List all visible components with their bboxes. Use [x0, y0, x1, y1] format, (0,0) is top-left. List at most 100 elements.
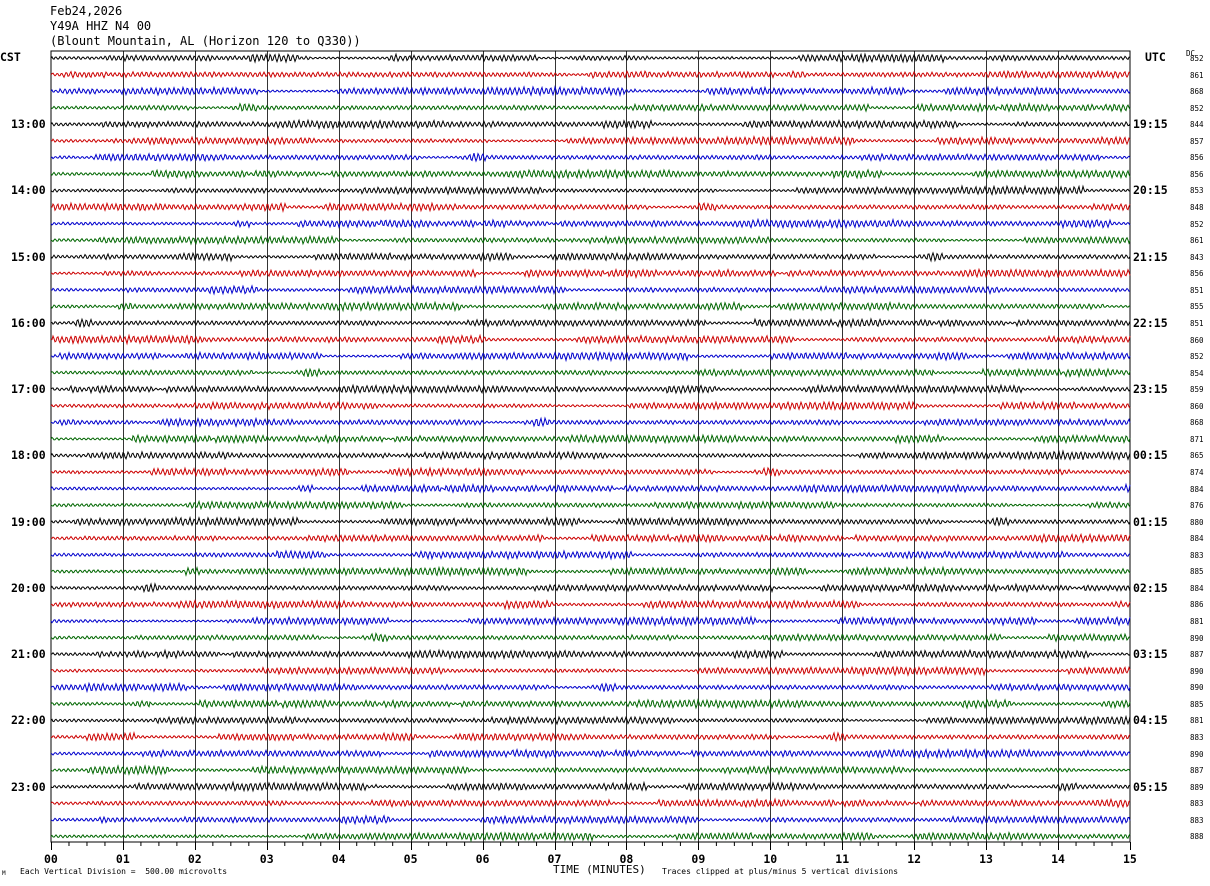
- dc-offset-label: 881: [1190, 716, 1204, 726]
- dc-offset-label: 852: [1190, 352, 1204, 362]
- seismic-trace: [50, 300, 1131, 313]
- dc-offset-label: 890: [1190, 633, 1204, 643]
- left-hour-label: 22:00: [11, 713, 46, 728]
- left-hour-label: 21:00: [11, 647, 46, 662]
- dc-offset-label: 855: [1190, 302, 1204, 312]
- seismic-trace: [50, 367, 1131, 379]
- seismic-trace: [50, 814, 1131, 826]
- dc-offset-label: 860: [1190, 401, 1204, 411]
- seismic-trace: [50, 416, 1131, 428]
- right-hour-label: 00:15: [1133, 448, 1168, 463]
- left-timezone-label: CST: [0, 50, 21, 64]
- dc-offset-label: 881: [1190, 617, 1204, 627]
- left-hour-label: 17:00: [11, 382, 46, 397]
- x-tick-label: 04: [331, 852, 346, 866]
- seismic-trace: [51, 350, 1131, 363]
- dc-offset-label: 889: [1190, 782, 1204, 792]
- dc-offset-label: 874: [1190, 468, 1204, 477]
- dc-offset-label: 857: [1190, 136, 1204, 146]
- x-tick-label: 14: [1051, 852, 1065, 866]
- left-hour-label: 19:00: [11, 514, 46, 529]
- dc-offset-label: 884: [1190, 484, 1204, 494]
- seismic-trace: [50, 565, 1131, 578]
- seismic-trace: [50, 731, 1131, 743]
- dc-offset-label: 843: [1190, 252, 1204, 262]
- right-hour-label: 20:15: [1133, 183, 1168, 198]
- seismic-trace: [50, 284, 1131, 296]
- dc-offset-label: 880: [1190, 517, 1204, 527]
- dc-offset-label: 856: [1190, 269, 1204, 279]
- dc-offset-label: 852: [1190, 54, 1204, 63]
- seismic-trace: [50, 780, 1131, 793]
- seismic-trace: [50, 681, 1131, 694]
- dc-offset-label: 861: [1190, 236, 1204, 246]
- seismic-trace: [50, 515, 1131, 528]
- right-hour-label: 21:15: [1133, 249, 1168, 264]
- scale-note: Each Vertical Division = 500.00 microvol…: [20, 867, 228, 876]
- seismic-trace: [50, 797, 1131, 809]
- left-hour-label: 13:00: [11, 117, 46, 132]
- dc-offset-label: 848: [1190, 203, 1204, 213]
- seismic-trace: [50, 400, 1131, 412]
- seismic-trace: [50, 152, 1131, 163]
- station-id: Y49A HHZ N4 00: [50, 19, 152, 33]
- dc-offset-label: 851: [1190, 318, 1204, 328]
- x-tick-label: 10: [763, 852, 778, 866]
- dc-offset-label: 886: [1190, 600, 1204, 610]
- dc-offset-label: 859: [1190, 385, 1204, 395]
- seismic-trace: [50, 532, 1131, 544]
- left-hour-label: 18:00: [11, 448, 46, 463]
- seismic-trace: [50, 69, 1131, 80]
- right-hour-label: 23:15: [1133, 382, 1168, 397]
- seismic-trace: [50, 317, 1131, 329]
- x-tick-label: 01: [115, 852, 130, 866]
- seismic-trace: [50, 698, 1131, 710]
- x-tick-label: 08: [619, 852, 634, 866]
- dc-offset-label: 887: [1190, 650, 1204, 660]
- dc-offset-label: 852: [1190, 103, 1204, 113]
- dc-offset-label: 887: [1190, 766, 1204, 776]
- plot-frame: [50, 50, 1131, 843]
- x-tick-label: 03: [259, 852, 274, 866]
- x-tick-label: 09: [691, 852, 706, 866]
- clip-note: Traces clipped at plus/minus 5 vertical …: [662, 867, 899, 876]
- x-tick-label: 02: [187, 852, 202, 866]
- left-hour-label: 20:00: [11, 580, 46, 595]
- seismic-trace: [50, 184, 1131, 196]
- x-tick-label: 13: [979, 852, 993, 866]
- dc-offset-label: 856: [1190, 169, 1204, 179]
- dc-offset-label: 883: [1190, 815, 1204, 825]
- seismic-trace: [50, 631, 1131, 643]
- right-hour-label: 05:15: [1133, 779, 1168, 794]
- seismic-trace: [50, 449, 1131, 461]
- seismic-trace: [50, 831, 1131, 843]
- dc-offset-label: 885: [1190, 699, 1204, 709]
- seismic-trace: [50, 615, 1131, 628]
- dc-header-label: DC: [1186, 49, 1196, 58]
- seismic-trace: [50, 714, 1131, 726]
- right-hour-label: 19:15: [1133, 117, 1168, 132]
- dc-offset-label: 890: [1190, 666, 1204, 676]
- seismic-trace: [50, 499, 1131, 511]
- right-timezone-label: UTC: [1145, 50, 1166, 64]
- seismic-trace: [50, 52, 1131, 64]
- dc-offset-label: 868: [1190, 87, 1204, 97]
- dc-offset-label: 876: [1190, 501, 1204, 511]
- dc-offset-label: 884: [1190, 583, 1204, 593]
- x-tick-label: 07: [547, 852, 562, 866]
- dc-offset-label: 883: [1190, 550, 1204, 560]
- seismic-trace: [50, 549, 1131, 561]
- left-hour-label: 15:00: [11, 249, 46, 264]
- seismic-trace: [50, 582, 1131, 594]
- seismic-trace: [50, 201, 1131, 213]
- left-hour-label: 23:00: [11, 779, 46, 794]
- seismic-trace: [50, 665, 1131, 677]
- seismic-trace: [50, 134, 1131, 147]
- seismic-trace: [50, 482, 1131, 495]
- seismic-trace: [50, 598, 1131, 611]
- seismic-trace: [50, 234, 1131, 246]
- dc-offset-label: 851: [1190, 285, 1204, 295]
- dc-offset-label: 888: [1190, 832, 1204, 842]
- dc-offset-label: 860: [1190, 335, 1204, 345]
